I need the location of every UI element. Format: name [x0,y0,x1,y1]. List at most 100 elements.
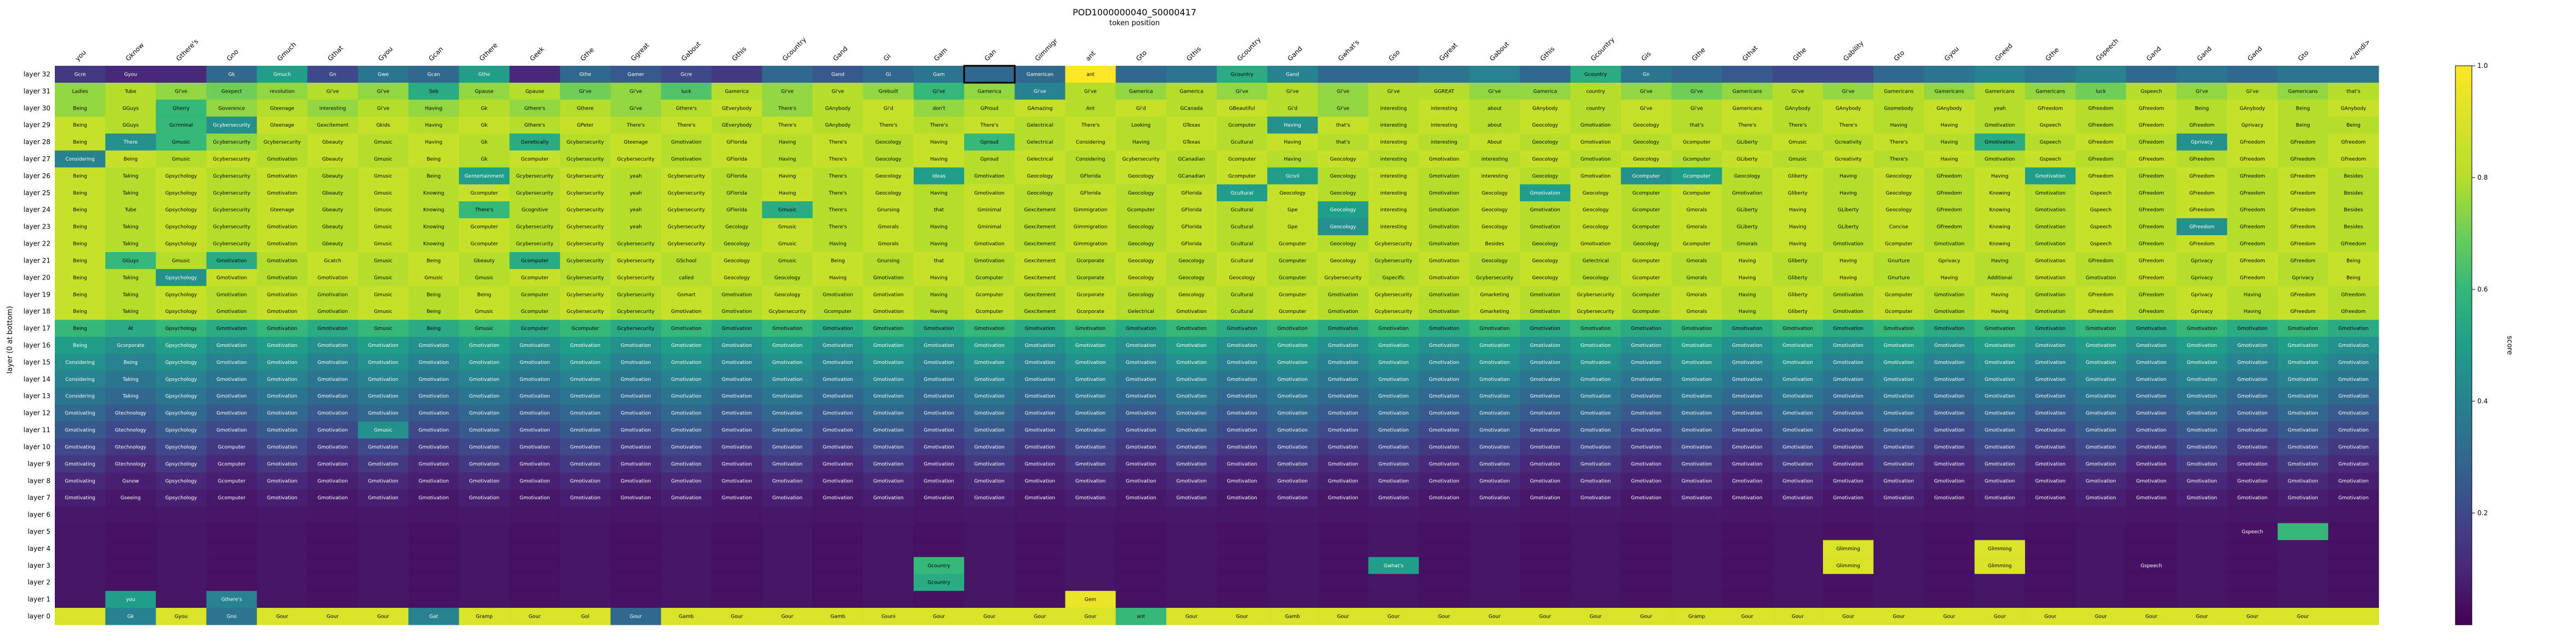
heatmap-cell [1722,353,1773,371]
cell-label: Gmotivation [1429,225,1459,230]
cell-label: Gcan [428,72,440,77]
cell-label: Gcybersecurity [617,275,655,281]
heatmap-cell [610,523,662,540]
heatmap-cell [2328,421,2379,439]
heatmap-cell [2176,370,2227,388]
x-tick-label: Gwhat's [1337,38,1361,62]
cell-label: Gmotivation [620,394,651,400]
x-tick-label: Gthat [326,44,345,62]
heatmap-cell [2025,574,2076,591]
cell-label: Gmotivation [974,428,1005,434]
cell-label: Having [779,191,796,196]
heatmap-cell [1418,574,1470,591]
heatmap-cell [762,455,813,473]
cell-label: Gmotivation [368,444,398,450]
cell-label: Gamericans [1884,89,1913,94]
heatmap-cell [1924,303,1975,321]
heatmap-cell [1671,218,1723,236]
heatmap-cell [1823,506,1874,524]
cell-label: Being [426,258,441,264]
cell-label: Gmotivation [974,258,1005,264]
cell-label: Gmotivation [1985,461,2015,467]
heatmap-cell [307,269,358,287]
heatmap-cell [812,506,864,524]
heatmap-cell [863,370,914,388]
cell-label: Gcybersecurity [1577,309,1615,315]
cell-label: Gmotivation [1278,343,1308,349]
heatmap-cell [661,353,712,371]
heatmap-cell [2277,455,2329,473]
heatmap-cell [1722,608,1773,625]
cell-label: Taking [122,309,139,315]
cell-label: Gmotivation [1581,157,1611,162]
heatmap-cell [105,608,156,625]
cell-label: Gmotivation [671,360,701,366]
cell-label: Gmotivation [1833,377,1863,383]
heatmap-cell [257,591,308,608]
heatmap-cell [711,489,762,507]
heatmap-cell [55,133,106,151]
heatmap-cell [459,353,510,371]
heatmap-cell [1873,82,1924,100]
heatmap-cell [1469,286,1520,304]
heatmap-cell [1418,591,1470,608]
heatmap-cell [812,370,864,388]
heatmap-cell [1520,320,1571,338]
cell-label: GAnybody [2239,106,2265,111]
colorbar-tick-label: 0.8 [2477,174,2488,181]
heatmap-cell [2277,574,2329,591]
heatmap-cell [1015,218,1065,236]
heatmap-cell [1166,82,1217,100]
heatmap-cell [307,337,358,354]
heatmap-cell [105,167,156,185]
heatmap-cell [1418,150,1470,168]
heatmap-cell [1924,421,1975,439]
cell-label: There's [1737,123,1756,128]
colorbar-tick-label: 0.4 [2477,397,2488,405]
heatmap-cell [1570,235,1621,253]
heatmap-cell [2176,591,2227,608]
cell-label: Gmusic [778,258,797,264]
heatmap-cell [55,167,106,185]
heatmap-cell [2277,201,2329,219]
cell-label: GFreedom [2290,208,2316,213]
heatmap-cell [1015,184,1065,202]
cell-label: Having [779,140,796,145]
cell-label: Gcybersecurity [567,242,605,247]
cell-label: Gteenage [270,123,295,128]
heatmap-cell [863,201,914,219]
cell-label: Gmotivation [469,461,499,467]
heatmap-cell [2277,150,2329,168]
heatmap-cell [1520,421,1571,439]
cell-label: GLiberty [1737,157,1758,162]
heatmap-cell [1974,66,2026,83]
cell-label: Gmotivation [1934,394,1964,400]
cell-label: Gmotivation [2187,343,2217,349]
cell-label: GFreedom [2189,225,2214,230]
heatmap-cell [1166,608,1217,625]
cell-label: Gmotivation [873,394,903,400]
cell-label: Gmotivation [1884,343,1914,349]
y-tick-label: layer 31 [24,87,50,95]
heatmap-cell [105,455,156,473]
cell-label: Gmotivation [1682,411,1712,417]
heatmap-cell [1873,387,1924,405]
cell-label: Gmotivation [873,275,903,281]
cell-label: Gcomputer [218,444,246,450]
heatmap-cell [1065,320,1116,338]
heatmap-cell [2176,387,2227,405]
heatmap-cell [2075,472,2127,490]
heatmap-cell [1368,184,1420,202]
cell-label: GFreedom [2290,140,2316,145]
cell-label: Gmotivation [1328,411,1358,417]
heatmap-cell [1722,523,1773,540]
heatmap-cell [509,404,561,422]
heatmap-cell [2277,99,2329,117]
heatmap-cell [1974,133,2026,151]
heatmap-cell [1671,370,1723,388]
heatmap-cell [1469,455,1520,473]
heatmap-cell [2176,404,2227,422]
heatmap-cell [1570,506,1621,524]
heatmap-cell [863,269,914,287]
heatmap-cell [1166,286,1217,304]
